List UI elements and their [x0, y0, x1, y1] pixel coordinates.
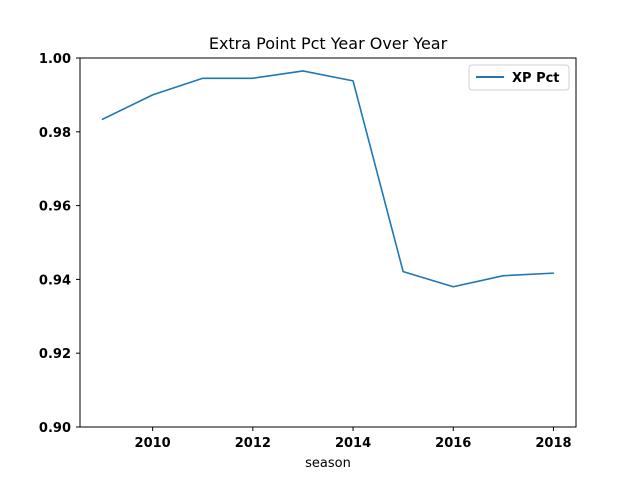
series-line-0 — [101, 70, 555, 288]
x-axis: 2010 2012 2014 2016 2018 — [135, 427, 572, 451]
y-tick-label-2: 0.94 — [39, 273, 71, 288]
x-tick-label-2014: 2014 — [335, 436, 371, 451]
y-tick-label-1: 0.92 — [39, 347, 71, 362]
chart-title: Extra Point Pct Year Over Year — [209, 34, 448, 53]
series-group — [101, 70, 555, 288]
y-tick-label-4: 0.98 — [39, 126, 71, 141]
x-tick-label-2016: 2016 — [435, 436, 471, 451]
y-axis: 0.90 0.92 0.94 0.96 0.98 1.00 — [39, 52, 80, 436]
legend: XP Pct — [468, 64, 570, 91]
plot-area: 2010 2012 2014 2016 2018 0.900.920.940.960.9… — [39, 52, 577, 451]
y-tick-label-5: 1.00 — [39, 52, 71, 67]
x-tick-label-2018: 2018 — [535, 436, 571, 451]
y-tick-label-3: 0.96 — [39, 200, 71, 215]
legend-box — [468, 64, 570, 91]
x-axis-label: season — [305, 456, 351, 471]
legend-label-xp-pct: XP Pct — [512, 71, 560, 86]
axes-frame — [79, 57, 577, 428]
y-tick-label-0: 0.90 — [39, 421, 71, 436]
x-tick-label-2010: 2010 — [135, 436, 171, 451]
x-tick-label-2012: 2012 — [235, 436, 271, 451]
